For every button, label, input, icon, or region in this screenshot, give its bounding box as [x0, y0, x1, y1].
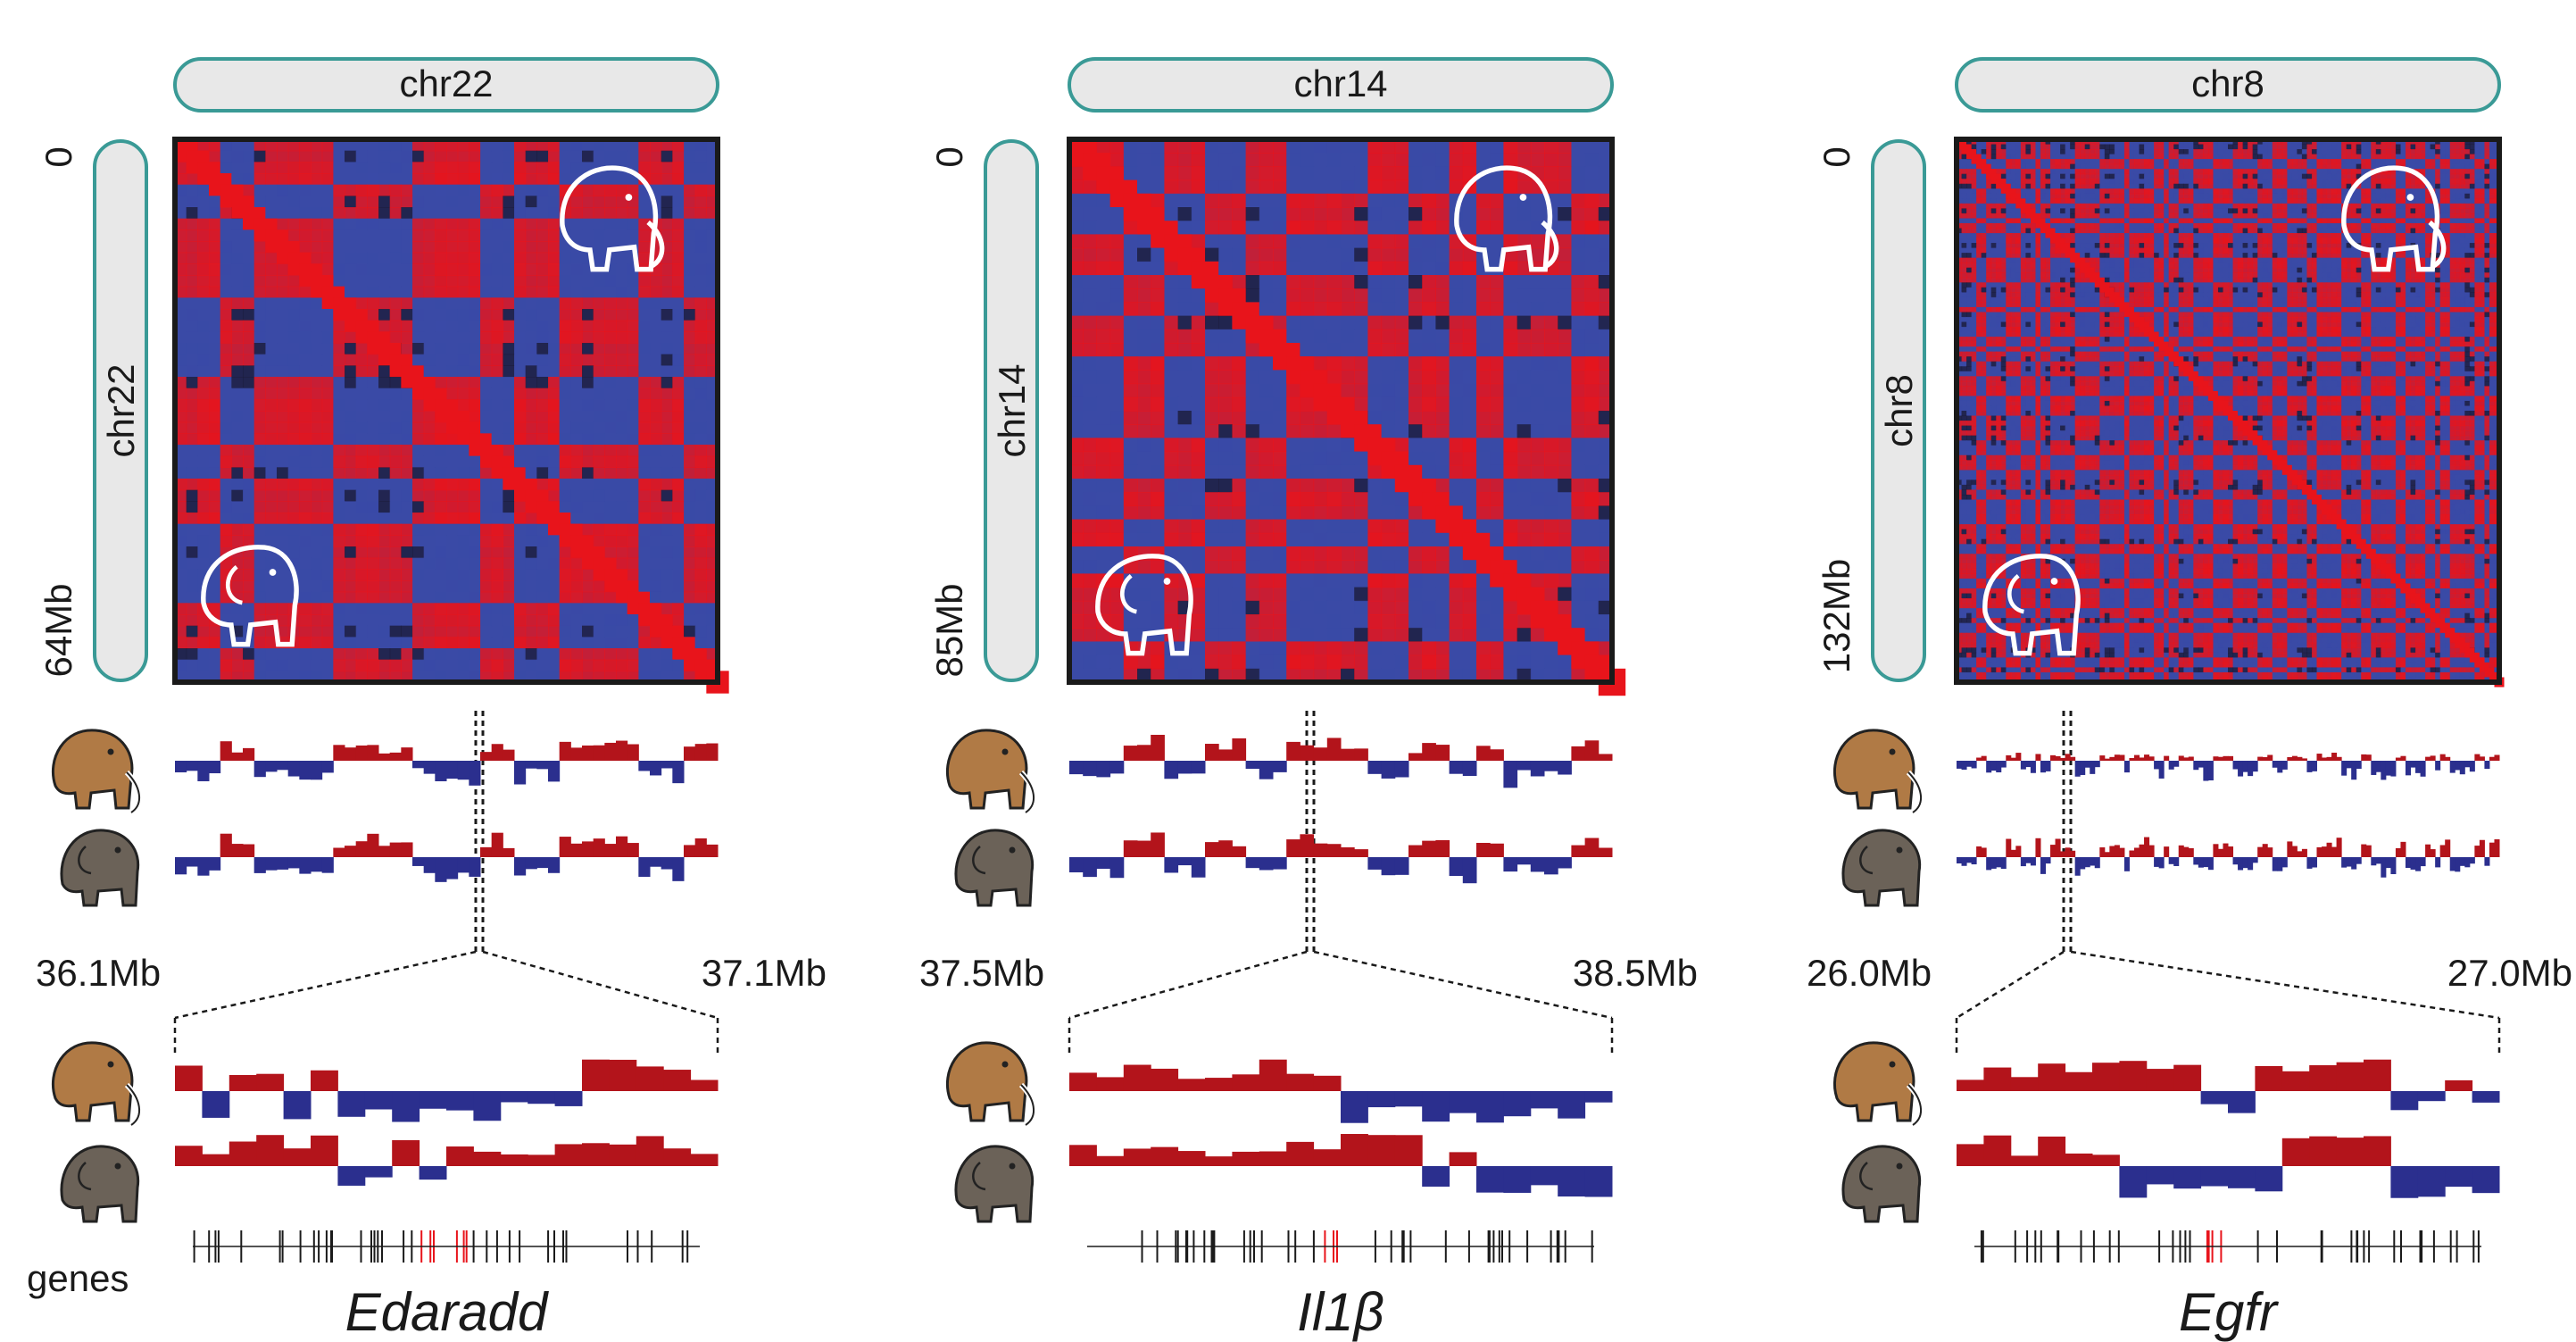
elephant-icon — [1841, 829, 1922, 907]
elephant-outline-icon — [1982, 554, 2081, 656]
chrom-top-label: chr14 — [1293, 63, 1387, 104]
zoom-connector — [1956, 950, 2500, 1020]
chrom-side-label: chr14 — [991, 363, 1033, 457]
hic-matrix — [1957, 139, 2505, 688]
chrom-side-pill — [93, 139, 148, 682]
zoom-start-label: 37.5Mb — [919, 952, 1044, 994]
panel-chr8: chr8 chr8 0 132Mb 26.0Mb 27.0Mb Egfr — [1807, 57, 2572, 1342]
hic-matrix-frame — [1067, 137, 1615, 685]
zoom-connector — [1068, 950, 1613, 1020]
elephant-outline-icon — [1095, 554, 1193, 656]
compartment-track-elephant — [1069, 832, 1613, 884]
genes-row-label: genes — [27, 1257, 129, 1299]
hic-matrix-frame — [1954, 137, 2502, 685]
zoom-track-elephant — [1069, 1134, 1613, 1197]
zoom-start-label: 26.0Mb — [1807, 952, 1932, 994]
compartment-track-mammoth — [175, 740, 719, 786]
elephant-icon — [954, 829, 1035, 907]
compartment-track-elephant — [1957, 837, 2500, 878]
chrom-side-pill — [1871, 139, 1926, 682]
chrom-top-label: chr8 — [2191, 63, 2264, 104]
mammoth-icon — [945, 729, 1036, 815]
compartment-track-elephant — [175, 832, 719, 882]
zoom-track-mammoth — [1069, 1059, 1613, 1123]
hic-matrix-frame — [172, 137, 720, 685]
elephant-icon — [60, 829, 140, 907]
size-end-label: 64Mb — [37, 583, 79, 677]
mammoth-outline-icon — [1454, 165, 1559, 272]
chrom-side-label: chr22 — [100, 363, 142, 457]
zoom-end-label: 37.1Mb — [702, 952, 827, 994]
mammoth-outline-icon — [560, 165, 665, 272]
compartment-track-mammoth — [1957, 752, 2500, 781]
size-end-label: 132Mb — [1816, 559, 1857, 673]
mammoth-icon — [51, 729, 142, 815]
size-start-label: 0 — [37, 146, 79, 167]
gene-name: Egfr — [2179, 1282, 2279, 1342]
zoom-track-mammoth — [1957, 1059, 2500, 1113]
panel-chr14: chr14 chr14 0 85Mb 37.5Mb 38.5Mb Il1β — [919, 57, 1698, 1342]
chrom-top-pill — [173, 57, 719, 113]
mammoth-icon — [51, 1041, 142, 1128]
gene-track — [1087, 1230, 1594, 1263]
elephant-icon — [954, 1145, 1035, 1223]
elephant-icon — [60, 1145, 140, 1223]
size-end-label: 85Mb — [928, 583, 970, 677]
chrom-side-label: chr8 — [1878, 374, 1920, 447]
zoom-end-label: 38.5Mb — [1573, 952, 1698, 994]
hic-matrix — [175, 139, 729, 694]
elephant-outline-icon — [201, 545, 299, 647]
chrom-top-pill — [1068, 57, 1614, 113]
panel-chr22: chr22 chr22 0 64Mb 36.1Mb 37.1Mb Edaradd — [36, 57, 827, 1342]
zoom-connector — [174, 950, 719, 1020]
size-start-label: 0 — [928, 146, 970, 167]
mammoth-icon — [1832, 1041, 1924, 1128]
mammoth-icon — [945, 1041, 1036, 1128]
gene-track — [1974, 1230, 2481, 1263]
chrom-top-pill — [1955, 57, 2501, 113]
elephant-icon — [1841, 1145, 1922, 1223]
gene-track — [193, 1230, 700, 1263]
mammoth-outline-icon — [2341, 165, 2447, 272]
gene-name: Il1β — [1297, 1282, 1384, 1342]
size-start-label: 0 — [1816, 146, 1857, 167]
zoom-track-elephant — [175, 1135, 719, 1186]
compartment-track-mammoth — [1069, 734, 1613, 788]
gene-name: Edaradd — [345, 1282, 549, 1342]
zoom-track-elephant — [1957, 1135, 2500, 1198]
chrom-top-label: chr22 — [399, 63, 493, 104]
zoom-end-label: 27.0Mb — [2447, 952, 2572, 994]
mammoth-icon — [1832, 729, 1924, 815]
zoom-track-mammoth — [175, 1059, 719, 1122]
chrom-side-pill — [984, 139, 1039, 682]
zoom-start-label: 36.1Mb — [36, 952, 161, 994]
